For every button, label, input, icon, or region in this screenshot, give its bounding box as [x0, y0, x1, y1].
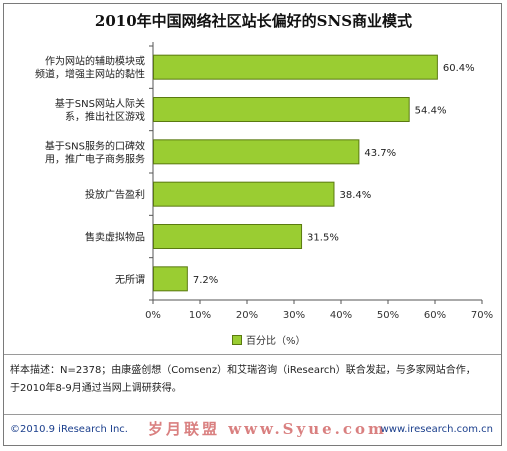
- category-label: 系，推出社区游戏: [65, 110, 145, 123]
- x-tick-label: 50%: [377, 310, 399, 321]
- bar-value-label: 54.4%: [415, 106, 447, 117]
- x-tick-label: 70%: [471, 310, 493, 321]
- sample-note-line1: 样本描述：N=2378；由康盛创想（Comsenz）和艾瑞咨询（iResearc…: [10, 365, 476, 376]
- x-tick-label: 30%: [283, 310, 305, 321]
- x-tick-label: 0%: [145, 310, 161, 321]
- legend-swatch: [232, 334, 242, 345]
- x-tick-label: 60%: [424, 310, 446, 321]
- legend: 百分比（%）: [232, 332, 306, 347]
- sample-note-line2: 于2010年8-9月通过当网上调研获得。: [10, 383, 182, 394]
- bar-value-label: 38.4%: [339, 190, 371, 201]
- category-label: 基于SNS网站人际关: [55, 97, 145, 110]
- legend-label: 百分比（%）: [246, 336, 306, 347]
- category-label: 售卖虚拟物品: [85, 231, 145, 244]
- bar: [153, 224, 303, 249]
- divider-top: [4, 354, 501, 355]
- bar: [153, 266, 188, 292]
- category-label: 投放广告盈利: [85, 188, 145, 201]
- category-label: 基于SNS服务的口碑效: [45, 139, 145, 152]
- category-label: 用，推广电子商务服务: [45, 152, 145, 165]
- bar: [153, 181, 335, 207]
- chart-title: 2010年中国网络社区站长偏好的SNS商业模式: [94, 12, 413, 30]
- bar: [153, 54, 438, 80]
- bar-value-label: 60.4%: [443, 63, 475, 74]
- website-link[interactable]: www.iresearch.com.cn: [380, 424, 493, 435]
- x-tick-label: 10%: [189, 310, 211, 321]
- sample-note: 样本描述：N=2378；由康盛创想（Comsenz）和艾瑞咨询（iResearc…: [10, 362, 498, 398]
- copyright-text: ©2010.9 iResearch Inc.: [10, 424, 128, 435]
- bar: [153, 97, 410, 122]
- x-tick-label: 20%: [236, 310, 258, 321]
- bar-value-label: 43.7%: [364, 148, 396, 159]
- x-tick-label: 40%: [330, 310, 352, 321]
- category-label: 无所谓: [115, 274, 145, 286]
- bar-value-label: 7.2%: [193, 275, 218, 286]
- bar-value-label: 31.5%: [307, 233, 339, 244]
- bar: [153, 139, 360, 165]
- category-label: 作为网站的辅助模块或: [45, 55, 145, 68]
- divider-bottom: [4, 414, 501, 415]
- category-label: 频道，增强主网站的黏性: [35, 68, 145, 81]
- watermark-text: 岁月联盟 www.Syue.com: [148, 420, 387, 438]
